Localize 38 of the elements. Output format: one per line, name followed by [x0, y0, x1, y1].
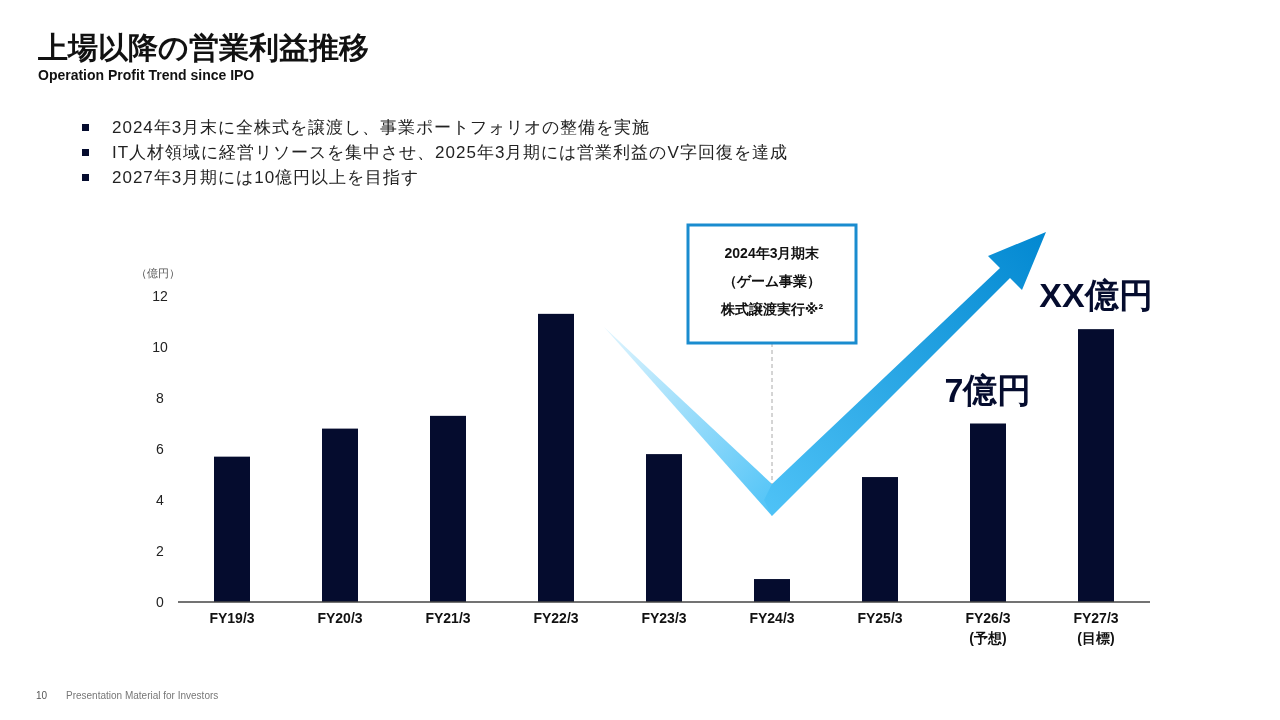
bar [646, 454, 682, 602]
x-tick-label: FY26/3 (予想) [965, 610, 1011, 646]
bar [754, 579, 790, 602]
text: 2024年3月末に全株式を譲渡し、事業ポートフォリオの整備を実施 [112, 118, 651, 137]
x-tick-label: FY24/3 [749, 610, 795, 626]
y-tick-label: 4 [156, 492, 165, 508]
y-tick-label: 10 [152, 339, 168, 355]
bar [862, 477, 898, 602]
y-tick-label: 2 [156, 543, 165, 559]
bar [430, 415, 466, 602]
text: （ゲーム事業） [723, 273, 821, 289]
y-tick-label: 12 [152, 288, 168, 304]
x-tick-label: FY20/3 [317, 610, 363, 626]
y-tick-label: 6 [156, 441, 165, 457]
text: 2024年3月期末 [724, 245, 821, 261]
data-label: 7億円 [944, 370, 1032, 409]
bar [1078, 329, 1114, 602]
x-tick-label: FY25/3 [857, 610, 903, 626]
annotation: 株式譲渡実行※² [719, 301, 824, 317]
x-tick-label: FY27/3 (目標) [1073, 610, 1119, 646]
text: Presentation Material for Investors [66, 690, 219, 701]
x-tick-label: FY19/3 [209, 610, 255, 626]
chart-title: 上場以降の営業利益推移 [37, 31, 369, 64]
x-tick-label: FY21/3 [425, 610, 471, 626]
y-tick-label: 0 [156, 594, 165, 610]
x-tick-label: FY23/3 [641, 610, 687, 626]
bar [322, 428, 358, 602]
text: IT人材領域に経営リソースを集中させ、2025年3月期には営業利益のV字回復を達成 [112, 143, 788, 162]
text: 2027年3月期には10億円以上を目指す [112, 168, 420, 187]
y-axis-title: （億円） [136, 267, 180, 279]
text: 10 [36, 690, 48, 701]
bar [214, 456, 250, 602]
bar [538, 313, 574, 602]
chart-subtitle: Operation Profit Trend since IPO [38, 67, 255, 83]
data-label: XX億円 [1039, 276, 1153, 315]
x-tick-label: FY22/3 [533, 610, 579, 626]
y-tick-label: 8 [156, 390, 165, 406]
bar [970, 423, 1006, 602]
